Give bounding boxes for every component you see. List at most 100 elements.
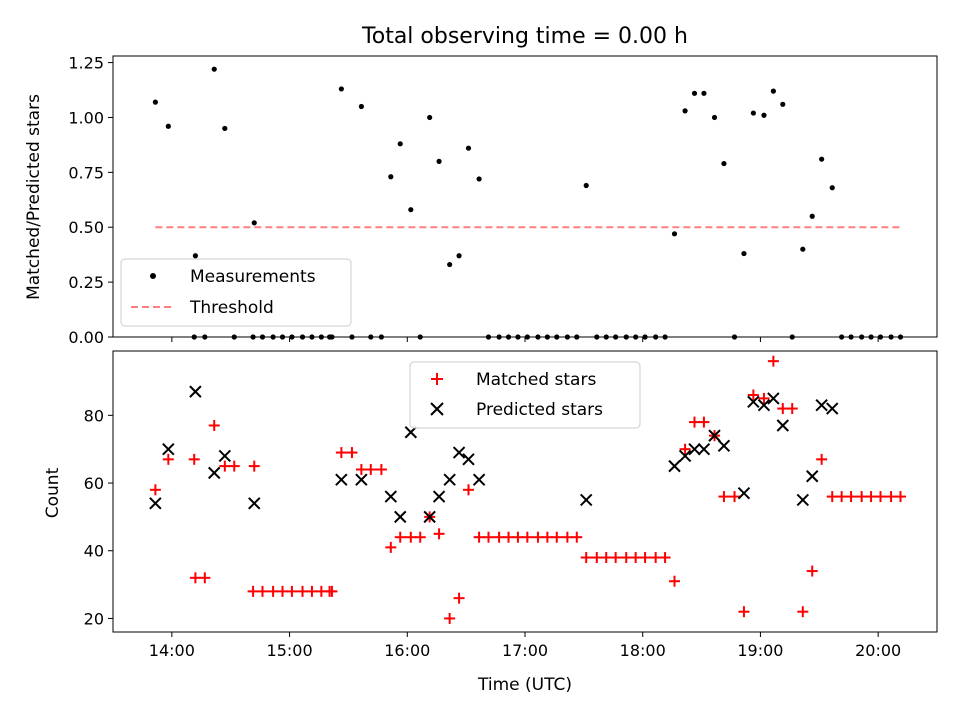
y-tick-label: 1.00 bbox=[68, 108, 104, 127]
legend-label-measurements: Measurements bbox=[190, 267, 316, 287]
matched-stars-point bbox=[620, 552, 632, 564]
top-axes: Total observing time = 0.00 h Matched/Pr… bbox=[24, 24, 938, 347]
matched-stars-point bbox=[718, 491, 730, 503]
predicted-stars-point bbox=[708, 429, 721, 442]
matched-stars-point bbox=[444, 612, 456, 624]
matched-stars-point bbox=[493, 531, 505, 543]
matched-stars-point bbox=[228, 460, 240, 472]
matched-stars-point bbox=[355, 463, 367, 475]
matched-stars-point bbox=[591, 552, 603, 564]
matched-stars-point bbox=[580, 552, 592, 564]
matched-stars-point bbox=[385, 541, 397, 553]
matched-stars-point bbox=[659, 552, 671, 564]
matched-stars-point bbox=[208, 419, 220, 431]
measurement-point bbox=[152, 99, 158, 105]
measurement-point bbox=[222, 125, 228, 132]
x-axis-label: Time (UTC) bbox=[477, 675, 572, 695]
measurement-point bbox=[358, 103, 364, 110]
legend-marker-matched bbox=[431, 373, 443, 385]
matched-stars-point bbox=[639, 552, 651, 564]
matched-stars-point bbox=[874, 491, 886, 503]
y-tick-label: 60 bbox=[84, 474, 104, 493]
matched-stars-point bbox=[286, 585, 298, 597]
y-tick-label: 0.75 bbox=[68, 163, 104, 182]
matched-stars-point bbox=[689, 416, 701, 428]
legend-marker-measurements bbox=[150, 273, 156, 279]
x-tick-label: 18:00 bbox=[620, 641, 666, 660]
matched-stars-point bbox=[483, 531, 495, 543]
measurement-point bbox=[408, 207, 414, 213]
measurement-point bbox=[447, 261, 453, 268]
x-tick-label: 19:00 bbox=[737, 641, 783, 660]
predicted-stars-point bbox=[355, 473, 368, 486]
x-tick-label: 17:00 bbox=[502, 641, 548, 660]
predicted-stars-point bbox=[162, 442, 175, 456]
predicted-stars-point bbox=[747, 395, 760, 408]
matched-stars-point bbox=[786, 403, 798, 415]
predicted-stars-point bbox=[208, 466, 221, 480]
measurement-point bbox=[165, 123, 171, 129]
bottom-axes: Count Time (UTC) 14:00 15:00 16:00 17:00 18:… bbox=[43, 350, 938, 695]
matched-stars-point bbox=[885, 491, 897, 503]
measurement-point bbox=[761, 112, 767, 118]
matched-stars-point bbox=[365, 463, 377, 475]
matched-stars-point bbox=[806, 565, 818, 577]
matched-stars-point bbox=[503, 531, 515, 543]
measurement-point bbox=[583, 182, 589, 189]
matched-stars-point bbox=[729, 491, 741, 503]
predicted-stars-point bbox=[668, 459, 681, 473]
y-axis-label: Matched/Predicted stars bbox=[24, 94, 44, 300]
matched-stars-point bbox=[256, 585, 268, 597]
measurement-point bbox=[397, 141, 403, 147]
matched-stars-point bbox=[405, 531, 417, 543]
predicted-stars-point bbox=[776, 419, 790, 432]
legend: Measurements Threshold bbox=[120, 258, 352, 327]
matched-stars-point bbox=[512, 531, 524, 543]
matched-stars-point bbox=[698, 416, 710, 428]
predicted-stars-point bbox=[796, 493, 810, 507]
matched-stars-point bbox=[845, 491, 857, 503]
predicted-stars-point bbox=[218, 449, 232, 463]
matched-stars-point bbox=[738, 606, 750, 618]
predicted-stars-point bbox=[472, 473, 486, 486]
y-tick-label: 40 bbox=[84, 542, 104, 561]
measurement-point bbox=[701, 90, 707, 96]
legend-box bbox=[120, 258, 352, 327]
matched-stars-point bbox=[346, 447, 358, 459]
measurement-point bbox=[682, 108, 688, 114]
y-tick-label: 0.50 bbox=[68, 218, 104, 237]
y-tick-label: 0.25 bbox=[68, 273, 104, 292]
matched-stars-point bbox=[865, 491, 877, 503]
measurement-point bbox=[427, 114, 433, 121]
predicted-stars-point bbox=[767, 392, 780, 405]
predicted-stars-point bbox=[806, 470, 819, 483]
matched-stars-point bbox=[277, 585, 289, 597]
predicted-stars-point bbox=[697, 442, 711, 456]
measurement-point bbox=[476, 176, 482, 182]
predicted-stars-point bbox=[580, 493, 593, 507]
matched-stars-point bbox=[453, 592, 465, 604]
predicted-stars-point bbox=[384, 490, 398, 503]
matched-stars-point bbox=[797, 606, 809, 618]
predicted-stars-point bbox=[452, 446, 466, 459]
y-tick-label: 1.25 bbox=[68, 54, 104, 73]
matched-stars-point bbox=[394, 531, 406, 543]
matched-stars-point bbox=[306, 585, 318, 597]
y-tick-label: 0.00 bbox=[68, 328, 104, 347]
measurement-point bbox=[750, 110, 756, 116]
predicted-stars-point bbox=[394, 510, 407, 524]
measurement-point bbox=[211, 66, 217, 72]
matched-stars-point bbox=[650, 552, 662, 564]
matched-stars-point bbox=[600, 552, 612, 564]
measurement-point bbox=[388, 174, 394, 180]
predicted-stars-point bbox=[737, 486, 751, 500]
matched-stars-point bbox=[836, 491, 848, 503]
measurement-point bbox=[251, 220, 257, 226]
matched-stars-point bbox=[433, 528, 445, 540]
matched-stars-point bbox=[248, 460, 260, 472]
y-tick-label: 20 bbox=[84, 609, 104, 628]
matched-stars-point bbox=[162, 453, 174, 465]
matched-stars-point bbox=[199, 572, 211, 584]
measurement-point bbox=[456, 253, 462, 259]
